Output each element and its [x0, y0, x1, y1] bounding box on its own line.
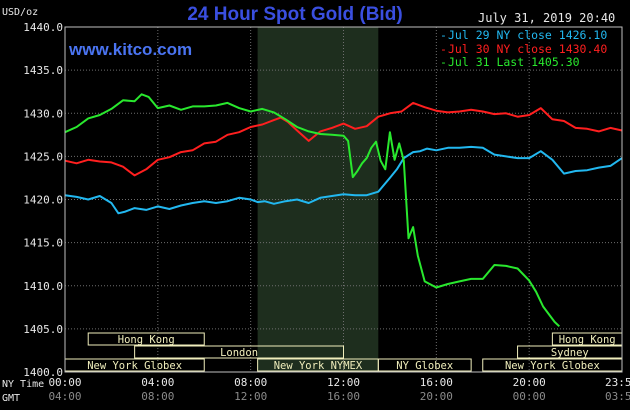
y-tick-label: 1420.0 [23, 194, 63, 207]
series-line-2 [64, 101, 623, 177]
site-link[interactable]: www.kitco.com [69, 40, 193, 59]
y-tick-label: 1440.0 [23, 21, 63, 34]
legend-label: Jul 30 NY close 1430.40 [448, 42, 608, 56]
y-tick-label: 1435.0 [23, 64, 63, 77]
legend-item-jul30: -Jul 30 NY close 1430.40 [440, 42, 607, 56]
y-tick-label: 1425.0 [23, 150, 63, 163]
x-tick-label-gmt: 12:00 [234, 390, 267, 403]
plot-border [64, 26, 623, 373]
y-tick-label: 1405.0 [23, 323, 63, 336]
session-label: Hong Kong [118, 334, 175, 346]
x-tick-label-ny: 12:00 [327, 376, 360, 389]
series-line-3 [64, 93, 560, 328]
x-tick-label-ny: 23:59 [605, 376, 630, 389]
x-tick-label-gmt: 20:00 [420, 390, 453, 403]
legend-dash: - [440, 55, 447, 69]
session-label: New York NYMEX [274, 360, 363, 372]
y-unit-label: USD/oz [2, 7, 39, 18]
y-tick-label: 1410.0 [23, 280, 63, 293]
gmt-caption: GMT [2, 393, 21, 404]
y-tick-label: 1430.0 [23, 107, 63, 120]
legend-label: Jul 29 NY close 1426.10 [448, 28, 608, 42]
x-tick-label-gmt: 08:00 [141, 390, 174, 403]
legend-item-jul31: -Jul 31 Last 1405.30 [440, 55, 580, 69]
session-box [377, 358, 472, 372]
timestamp: July 31, 2019 20:40 [478, 11, 616, 25]
legend-dash: - [440, 42, 447, 56]
x-tick-label-gmt: 04:00 [48, 390, 81, 403]
series-line-1 [64, 145, 623, 215]
y-tick-label: 1415.0 [23, 237, 63, 250]
legend-dash: - [440, 28, 447, 42]
x-tick-label-gmt: 00:00 [513, 390, 546, 403]
legend-label: Jul 31 Last 1405.30 [448, 55, 580, 69]
session-label: London [220, 347, 258, 359]
session-label: NY Globex [396, 360, 453, 372]
session-label: Sydney [551, 347, 589, 359]
x-tick-label-gmt: 16:00 [327, 390, 360, 403]
session-box [134, 345, 344, 359]
ny-time-caption: NY Time [2, 379, 45, 390]
x-tick-label-gmt: 03:59 [605, 390, 630, 403]
x-tick-label-ny: 16:00 [420, 376, 453, 389]
session-box [87, 332, 205, 346]
session-label: Hong Kong [559, 334, 616, 346]
x-tick-label-ny: 00:00 [48, 376, 81, 389]
session-label: New York Globex [505, 360, 600, 372]
x-tick-label-ny: 20:00 [513, 376, 546, 389]
x-tick-label-ny: 04:00 [141, 376, 174, 389]
y-tick-label: 1400.0 [23, 366, 63, 379]
x-tick-label-ny: 08:00 [234, 376, 267, 389]
session-label: New York Globex [87, 360, 182, 372]
grid [65, 27, 622, 372]
legend-item-jul29: -Jul 29 NY close 1426.10 [440, 28, 607, 42]
chart-title: 24 Hour Spot Gold (Bid) [187, 4, 403, 25]
